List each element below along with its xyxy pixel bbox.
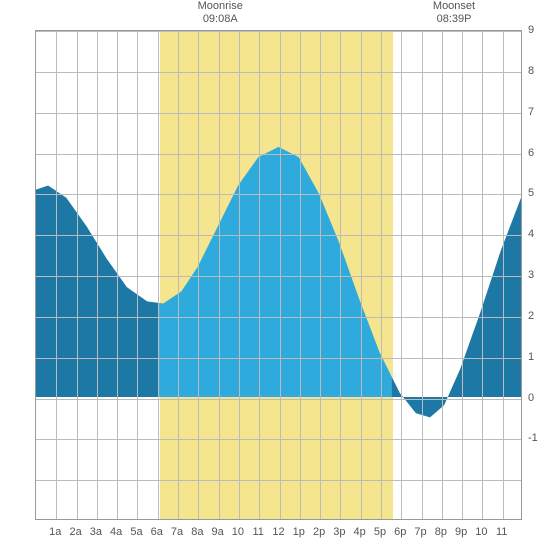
x-tick: 11 xyxy=(252,526,263,538)
x-tick: 11 xyxy=(496,526,507,538)
moonrise-label: Moonrise 09:08A xyxy=(180,0,260,26)
y-tick: -1 xyxy=(528,432,538,444)
x-tick: 10 xyxy=(475,526,487,538)
y-tick: 5 xyxy=(528,187,534,199)
x-tick: 2a xyxy=(69,526,81,538)
moonrise-time: 09:08A xyxy=(180,13,260,26)
tide-chart: Moonrise 09:08A Moonset 08:39P -10123456… xyxy=(0,0,550,550)
x-tick: 1p xyxy=(293,526,305,538)
x-tick: 4p xyxy=(354,526,366,538)
x-tick: 10 xyxy=(232,526,244,538)
x-tick: 7a xyxy=(171,526,183,538)
x-tick: 9a xyxy=(212,526,224,538)
moonset-title: Moonset xyxy=(433,0,475,12)
moonrise-title: Moonrise xyxy=(198,0,243,12)
top-labels: Moonrise 09:08A Moonset 08:39P xyxy=(0,0,550,30)
y-tick: 9 xyxy=(528,24,534,36)
plot-area xyxy=(35,30,522,520)
y-tick: 6 xyxy=(528,147,534,159)
x-tick: 2p xyxy=(313,526,325,538)
x-tick: 5a xyxy=(130,526,142,538)
y-tick: 4 xyxy=(528,228,534,240)
x-tick: 8a xyxy=(191,526,203,538)
moonset-time: 08:39P xyxy=(414,13,494,26)
y-tick: 3 xyxy=(528,269,534,281)
x-tick: 12 xyxy=(272,526,284,538)
x-tick: 6p xyxy=(394,526,406,538)
x-tick: 8p xyxy=(435,526,447,538)
y-tick: 8 xyxy=(528,65,534,77)
x-tick: 3p xyxy=(333,526,345,538)
x-tick: 5p xyxy=(374,526,386,538)
y-tick: 2 xyxy=(528,310,534,322)
x-tick: 9p xyxy=(455,526,467,538)
x-tick: 6a xyxy=(151,526,163,538)
x-tick: 1a xyxy=(49,526,61,538)
moonset-label: Moonset 08:39P xyxy=(414,0,494,26)
x-tick: 4a xyxy=(110,526,122,538)
y-tick: 0 xyxy=(528,392,534,404)
y-tick: 1 xyxy=(528,351,534,363)
x-tick: 7p xyxy=(414,526,426,538)
y-tick: 7 xyxy=(528,106,534,118)
x-tick: 3a xyxy=(90,526,102,538)
grid-lines xyxy=(36,31,521,519)
